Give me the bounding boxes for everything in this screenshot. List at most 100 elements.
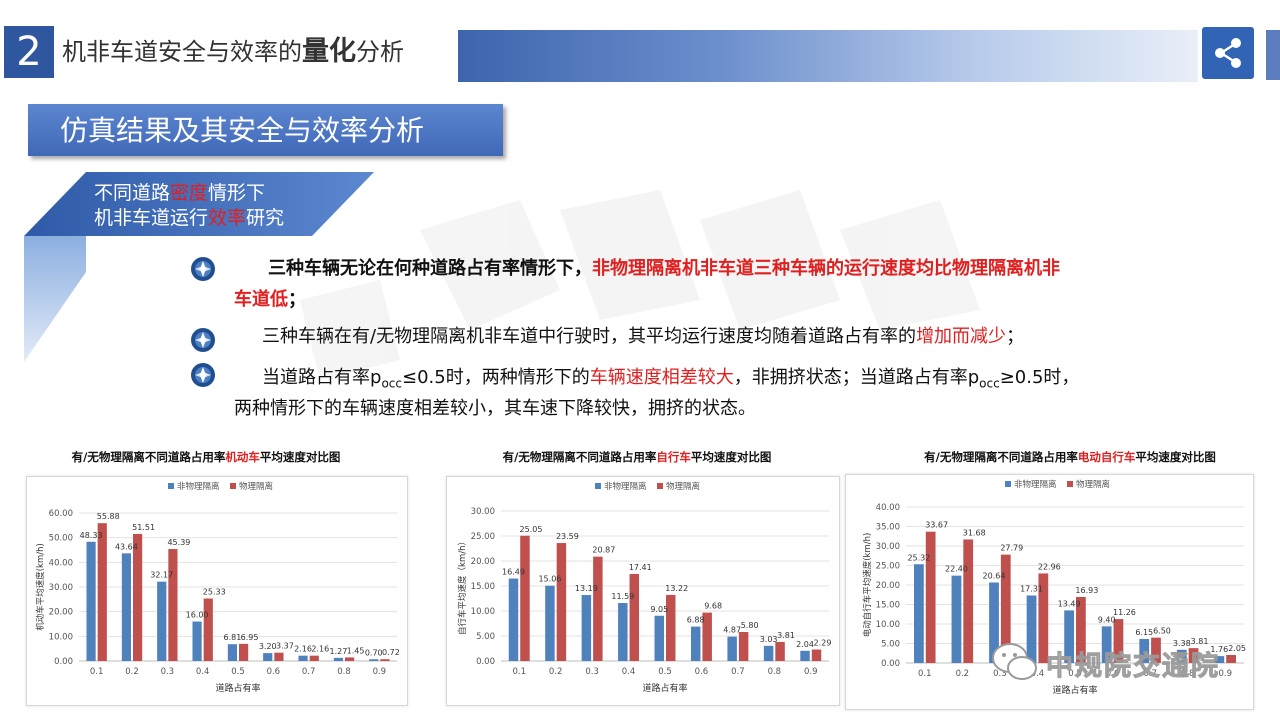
legend-label-non-physical: 非物理隔离 — [1014, 479, 1057, 490]
chart-3-title-a: 有/无物理隔离不同道路占用率 — [924, 450, 1078, 464]
bar-physical — [203, 598, 213, 661]
bar-physical — [133, 533, 143, 661]
chart-2-title-a: 有/无物理隔离不同道路占用率 — [502, 450, 657, 464]
chart-2-title: 有/无物理隔离不同道路占用率自行车平均速度对比图 — [452, 449, 822, 465]
legend-swatch-physical — [657, 483, 663, 489]
y-tick-label: 25.00 — [471, 532, 495, 542]
subsection-banner — [28, 104, 503, 156]
bar-physical — [702, 612, 712, 661]
bar-physical — [97, 523, 107, 661]
data-label-non-physical: 3.20 — [259, 642, 277, 651]
data-label-physical: 6.95 — [241, 633, 259, 642]
data-label-non-physical: 3.38 — [1173, 639, 1191, 648]
bar-physical — [274, 652, 284, 661]
bar-physical — [1000, 554, 1011, 663]
data-label-non-physical: 25.32 — [907, 553, 930, 562]
tag-line-2-red: 效率 — [208, 207, 247, 229]
bar-non-physical — [763, 645, 774, 661]
bar-physical — [309, 655, 319, 661]
x-axis-label: 道路占有率 — [642, 682, 687, 694]
legend-swatch-non-physical — [595, 483, 601, 489]
x-tick-label: 0.9 — [1218, 669, 1232, 679]
x-tick-label: 0.8 — [1181, 669, 1195, 679]
y-axis-label: 机动车平均速度(km/h) — [35, 543, 46, 631]
bar-non-physical — [1026, 595, 1037, 663]
data-label-non-physical: 32.17 — [150, 571, 173, 580]
tag-decoration — [24, 172, 374, 362]
x-tick-label: 0.2 — [125, 667, 139, 677]
y-tick-label: 10.00 — [49, 632, 73, 642]
x-tick-label: 0.3 — [161, 667, 175, 677]
x-tick-label: 0.1 — [90, 667, 104, 677]
bullet-1-black: 三种车辆无论在何种道路占有率情形下， — [268, 258, 592, 279]
legend-label-non-physical: 非物理隔离 — [177, 481, 220, 492]
y-tick-label: 40.00 — [876, 503, 900, 513]
chart-3-title-red: 电动自行车 — [1077, 450, 1136, 464]
chart-1-title: 有/无物理隔离不同道路占用率机动车平均速度对比图 — [26, 449, 386, 465]
bar-non-physical — [654, 615, 664, 661]
header-gradient-bar — [458, 30, 1198, 82]
bar-non-physical — [1214, 656, 1225, 663]
data-label-non-physical: 22.40 — [945, 565, 968, 574]
bar-non-physical — [86, 541, 96, 661]
x-tick-label: 0.8 — [768, 667, 782, 677]
data-label-physical: 2.16 — [311, 645, 329, 654]
data-label-physical: 3.81 — [777, 631, 795, 640]
bar-physical — [239, 643, 249, 661]
x-tick-label: 0.5 — [231, 667, 245, 677]
chart-1-title-a: 有/无物理隔离不同道路占用率 — [71, 450, 226, 464]
x-tick-label: 0.1 — [512, 667, 526, 677]
data-label-non-physical: 17.31 — [1020, 584, 1043, 593]
section-title-emphasis: 量化 — [302, 36, 356, 67]
x-tick-label: 0.5 — [1068, 669, 1082, 679]
chart-3-svg: 0.00 5.00 10.00 15.00 20.00 25.00 30.00 35.00 40… — [862, 479, 1246, 696]
data-label-non-physical: 3.03 — [760, 635, 778, 644]
bullet-2: 三种车辆在有/无物理隔离机非车道中行驶时，其平均运行速度均随着道路占有率的增加而… — [262, 322, 1024, 352]
data-label-physical: 3.81 — [1191, 637, 1209, 646]
bar-non-physical — [727, 636, 737, 661]
section-title: 机非车道安全与效率的量化分析 — [62, 34, 404, 70]
data-label-non-physical: 2.04 — [796, 640, 814, 649]
bar-physical — [1076, 596, 1086, 663]
data-label-physical: 9.68 — [704, 602, 722, 611]
section-title-part1: 机非车道安全与效率的 — [62, 38, 302, 66]
legend-label-physical: 物理隔离 — [1076, 479, 1110, 490]
bullet-1-end: ； — [288, 289, 306, 310]
x-tick-label: 0.7 — [1143, 669, 1157, 679]
bullet-3-c: ，非拥挤状态；当道路占有率p — [733, 367, 980, 388]
x-tick-label: 0.8 — [337, 667, 351, 677]
data-label-physical: 13.22 — [665, 584, 688, 593]
y-tick-label: 5.00 — [476, 632, 495, 642]
tag-line-2-b: 研究 — [246, 207, 285, 229]
y-tick-label: 30.00 — [876, 542, 900, 552]
legend-swatch-non-physical — [1005, 481, 1011, 487]
bullet-3-a: 当道路占有率p — [262, 367, 382, 388]
bar-non-physical — [690, 626, 701, 661]
bar-non-physical — [227, 644, 237, 661]
x-tick-label: 0.9 — [373, 667, 387, 677]
bar-physical — [1226, 655, 1236, 663]
y-tick-label: 10.00 — [876, 620, 900, 630]
bar-physical — [666, 594, 676, 661]
legend-swatch-physical — [230, 483, 236, 489]
bar-non-physical — [1064, 610, 1074, 663]
bar-physical — [963, 539, 974, 663]
bullet-3-b: ≤0.5时，两种情形下的 — [401, 367, 590, 388]
data-label-non-physical: 16.49 — [502, 568, 525, 577]
chart-2-title-red: 自行车 — [656, 450, 691, 464]
bar-non-physical — [157, 581, 167, 661]
data-label-physical: 3.37 — [276, 642, 294, 651]
bullet-3-sub-1: occ — [381, 376, 402, 391]
data-label-physical: 11.26 — [1113, 608, 1136, 617]
x-tick-label: 0.2 — [549, 667, 563, 677]
share-icon — [1215, 38, 1241, 68]
share-button[interactable] — [1202, 27, 1254, 79]
bar-physical — [593, 556, 603, 661]
bar-non-physical — [333, 657, 343, 661]
chart-3-title: 有/无物理隔离不同道路占用率电动自行车平均速度对比图 — [880, 449, 1260, 465]
subsection-title: 仿真结果及其安全与效率分析 — [60, 114, 425, 147]
x-tick-label: 0.3 — [585, 667, 599, 677]
tag-line-1: 不同道路密度情形下 — [94, 181, 265, 205]
y-tick-label: 0.00 — [881, 659, 900, 669]
